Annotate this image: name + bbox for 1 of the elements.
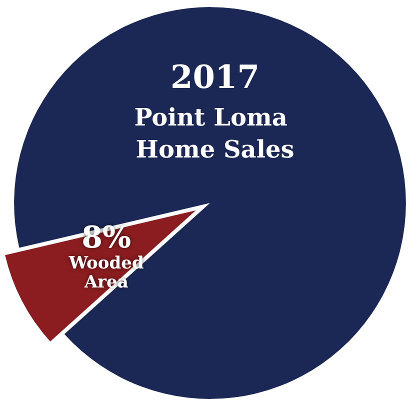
text: 2017 Point Loma Home Sales [134,58,296,164]
